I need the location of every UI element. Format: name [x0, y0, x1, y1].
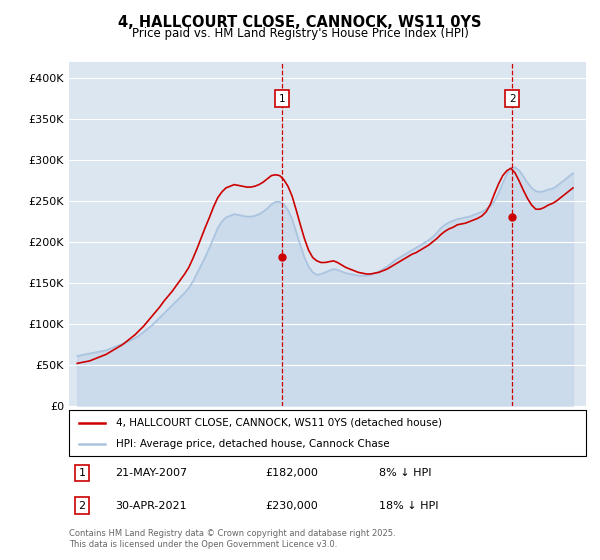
Text: 30-APR-2021: 30-APR-2021	[116, 501, 187, 511]
Text: 21-MAY-2007: 21-MAY-2007	[116, 468, 188, 478]
Text: Contains HM Land Registry data © Crown copyright and database right 2025.
This d: Contains HM Land Registry data © Crown c…	[69, 529, 395, 549]
Text: HPI: Average price, detached house, Cannock Chase: HPI: Average price, detached house, Cann…	[116, 439, 389, 449]
Text: 1: 1	[278, 94, 285, 104]
Text: 1: 1	[79, 468, 85, 478]
Text: 2: 2	[509, 94, 515, 104]
Text: Price paid vs. HM Land Registry's House Price Index (HPI): Price paid vs. HM Land Registry's House …	[131, 27, 469, 40]
Text: 18% ↓ HPI: 18% ↓ HPI	[379, 501, 439, 511]
Text: £230,000: £230,000	[266, 501, 318, 511]
Text: £182,000: £182,000	[266, 468, 319, 478]
Text: 8% ↓ HPI: 8% ↓ HPI	[379, 468, 432, 478]
Text: 2: 2	[79, 501, 85, 511]
Text: 4, HALLCOURT CLOSE, CANNOCK, WS11 0YS: 4, HALLCOURT CLOSE, CANNOCK, WS11 0YS	[118, 15, 482, 30]
Text: 4, HALLCOURT CLOSE, CANNOCK, WS11 0YS (detached house): 4, HALLCOURT CLOSE, CANNOCK, WS11 0YS (d…	[116, 418, 442, 428]
